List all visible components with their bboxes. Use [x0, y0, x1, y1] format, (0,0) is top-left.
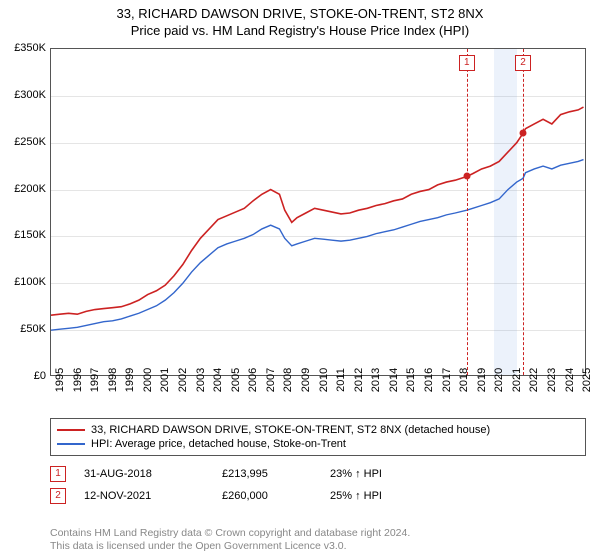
- x-tick-label: 2009: [300, 368, 312, 392]
- y-tick-label: £100K: [14, 276, 46, 288]
- x-tick-label: 2025: [581, 368, 593, 392]
- series-hpi: [51, 160, 583, 331]
- sale-badge: 1: [50, 466, 66, 482]
- legend-swatch: [57, 443, 85, 445]
- title-line1: 33, RICHARD DAWSON DRIVE, STOKE-ON-TRENT…: [0, 6, 600, 21]
- series-property: [51, 107, 583, 315]
- y-tick-label: £200K: [14, 183, 46, 195]
- footer-line1: Contains HM Land Registry data © Crown c…: [50, 527, 410, 541]
- x-tick-label: 2022: [528, 368, 540, 392]
- marker-label: 2: [515, 55, 531, 71]
- x-tick-label: 2002: [177, 368, 189, 392]
- chart-svg: [51, 49, 587, 377]
- x-tick-label: 2018: [458, 368, 470, 392]
- x-tick-label: 2024: [564, 368, 576, 392]
- x-tick-label: 2008: [282, 368, 294, 392]
- y-tick-label: £50K: [20, 323, 46, 335]
- sale-delta: 25% ↑ HPI: [330, 490, 382, 502]
- x-tick-label: 2023: [546, 368, 558, 392]
- sale-date: 12-NOV-2021: [84, 490, 204, 502]
- sale-delta: 23% ↑ HPI: [330, 468, 382, 480]
- sale-date: 31-AUG-2018: [84, 468, 204, 480]
- x-tick-label: 2007: [265, 368, 277, 392]
- x-tick-label: 2013: [370, 368, 382, 392]
- x-tick-label: 2016: [423, 368, 435, 392]
- sale-row: 2 12-NOV-2021 £260,000 25% ↑ HPI: [50, 488, 586, 504]
- footer-line2: This data is licensed under the Open Gov…: [50, 540, 410, 554]
- y-tick-label: £300K: [14, 89, 46, 101]
- x-tick-label: 2003: [195, 368, 207, 392]
- x-tick-label: 2000: [142, 368, 154, 392]
- chart-plot-area: 12: [50, 48, 586, 376]
- y-tick-label: £150K: [14, 229, 46, 241]
- sale-badge: 2: [50, 488, 66, 504]
- legend-text: 33, RICHARD DAWSON DRIVE, STOKE-ON-TRENT…: [91, 424, 490, 436]
- sale-dot: [463, 173, 470, 180]
- marker-vline: [523, 49, 524, 375]
- x-tick-label: 1996: [72, 368, 84, 392]
- legend-box: 33, RICHARD DAWSON DRIVE, STOKE-ON-TRENT…: [50, 418, 586, 456]
- x-tick-label: 2004: [212, 368, 224, 392]
- x-tick-label: 2015: [405, 368, 417, 392]
- legend-row: HPI: Average price, detached house, Stok…: [57, 437, 579, 451]
- legend-swatch: [57, 429, 85, 431]
- footer-note: Contains HM Land Registry data © Crown c…: [50, 527, 410, 554]
- x-tick-label: 2020: [493, 368, 505, 392]
- x-tick-label: 2019: [476, 368, 488, 392]
- legend-text: HPI: Average price, detached house, Stok…: [91, 438, 346, 450]
- x-tick-label: 1995: [54, 368, 66, 392]
- marker-vline: [467, 49, 468, 375]
- x-tick-label: 1998: [107, 368, 119, 392]
- sale-price: £260,000: [222, 490, 312, 502]
- x-tick-label: 1997: [89, 368, 101, 392]
- x-tick-label: 2005: [230, 368, 242, 392]
- marker-label: 1: [459, 55, 475, 71]
- sale-row: 1 31-AUG-2018 £213,995 23% ↑ HPI: [50, 466, 586, 482]
- chart-title-block: 33, RICHARD DAWSON DRIVE, STOKE-ON-TRENT…: [0, 0, 600, 38]
- y-tick-label: £250K: [14, 136, 46, 148]
- y-tick-label: £0: [34, 370, 46, 382]
- x-tick-label: 2011: [335, 368, 347, 392]
- x-tick-label: 2017: [441, 368, 453, 392]
- y-tick-label: £350K: [14, 42, 46, 54]
- x-tick-label: 2014: [388, 368, 400, 392]
- sale-price: £213,995: [222, 468, 312, 480]
- x-tick-label: 2001: [159, 368, 171, 392]
- x-tick-label: 2010: [318, 368, 330, 392]
- x-tick-label: 2006: [247, 368, 259, 392]
- x-tick-label: 1999: [124, 368, 136, 392]
- legend-row: 33, RICHARD DAWSON DRIVE, STOKE-ON-TRENT…: [57, 423, 579, 437]
- x-tick-label: 2012: [353, 368, 365, 392]
- title-line2: Price paid vs. HM Land Registry's House …: [0, 23, 600, 38]
- x-tick-label: 2021: [511, 368, 523, 392]
- sale-dot: [520, 130, 527, 137]
